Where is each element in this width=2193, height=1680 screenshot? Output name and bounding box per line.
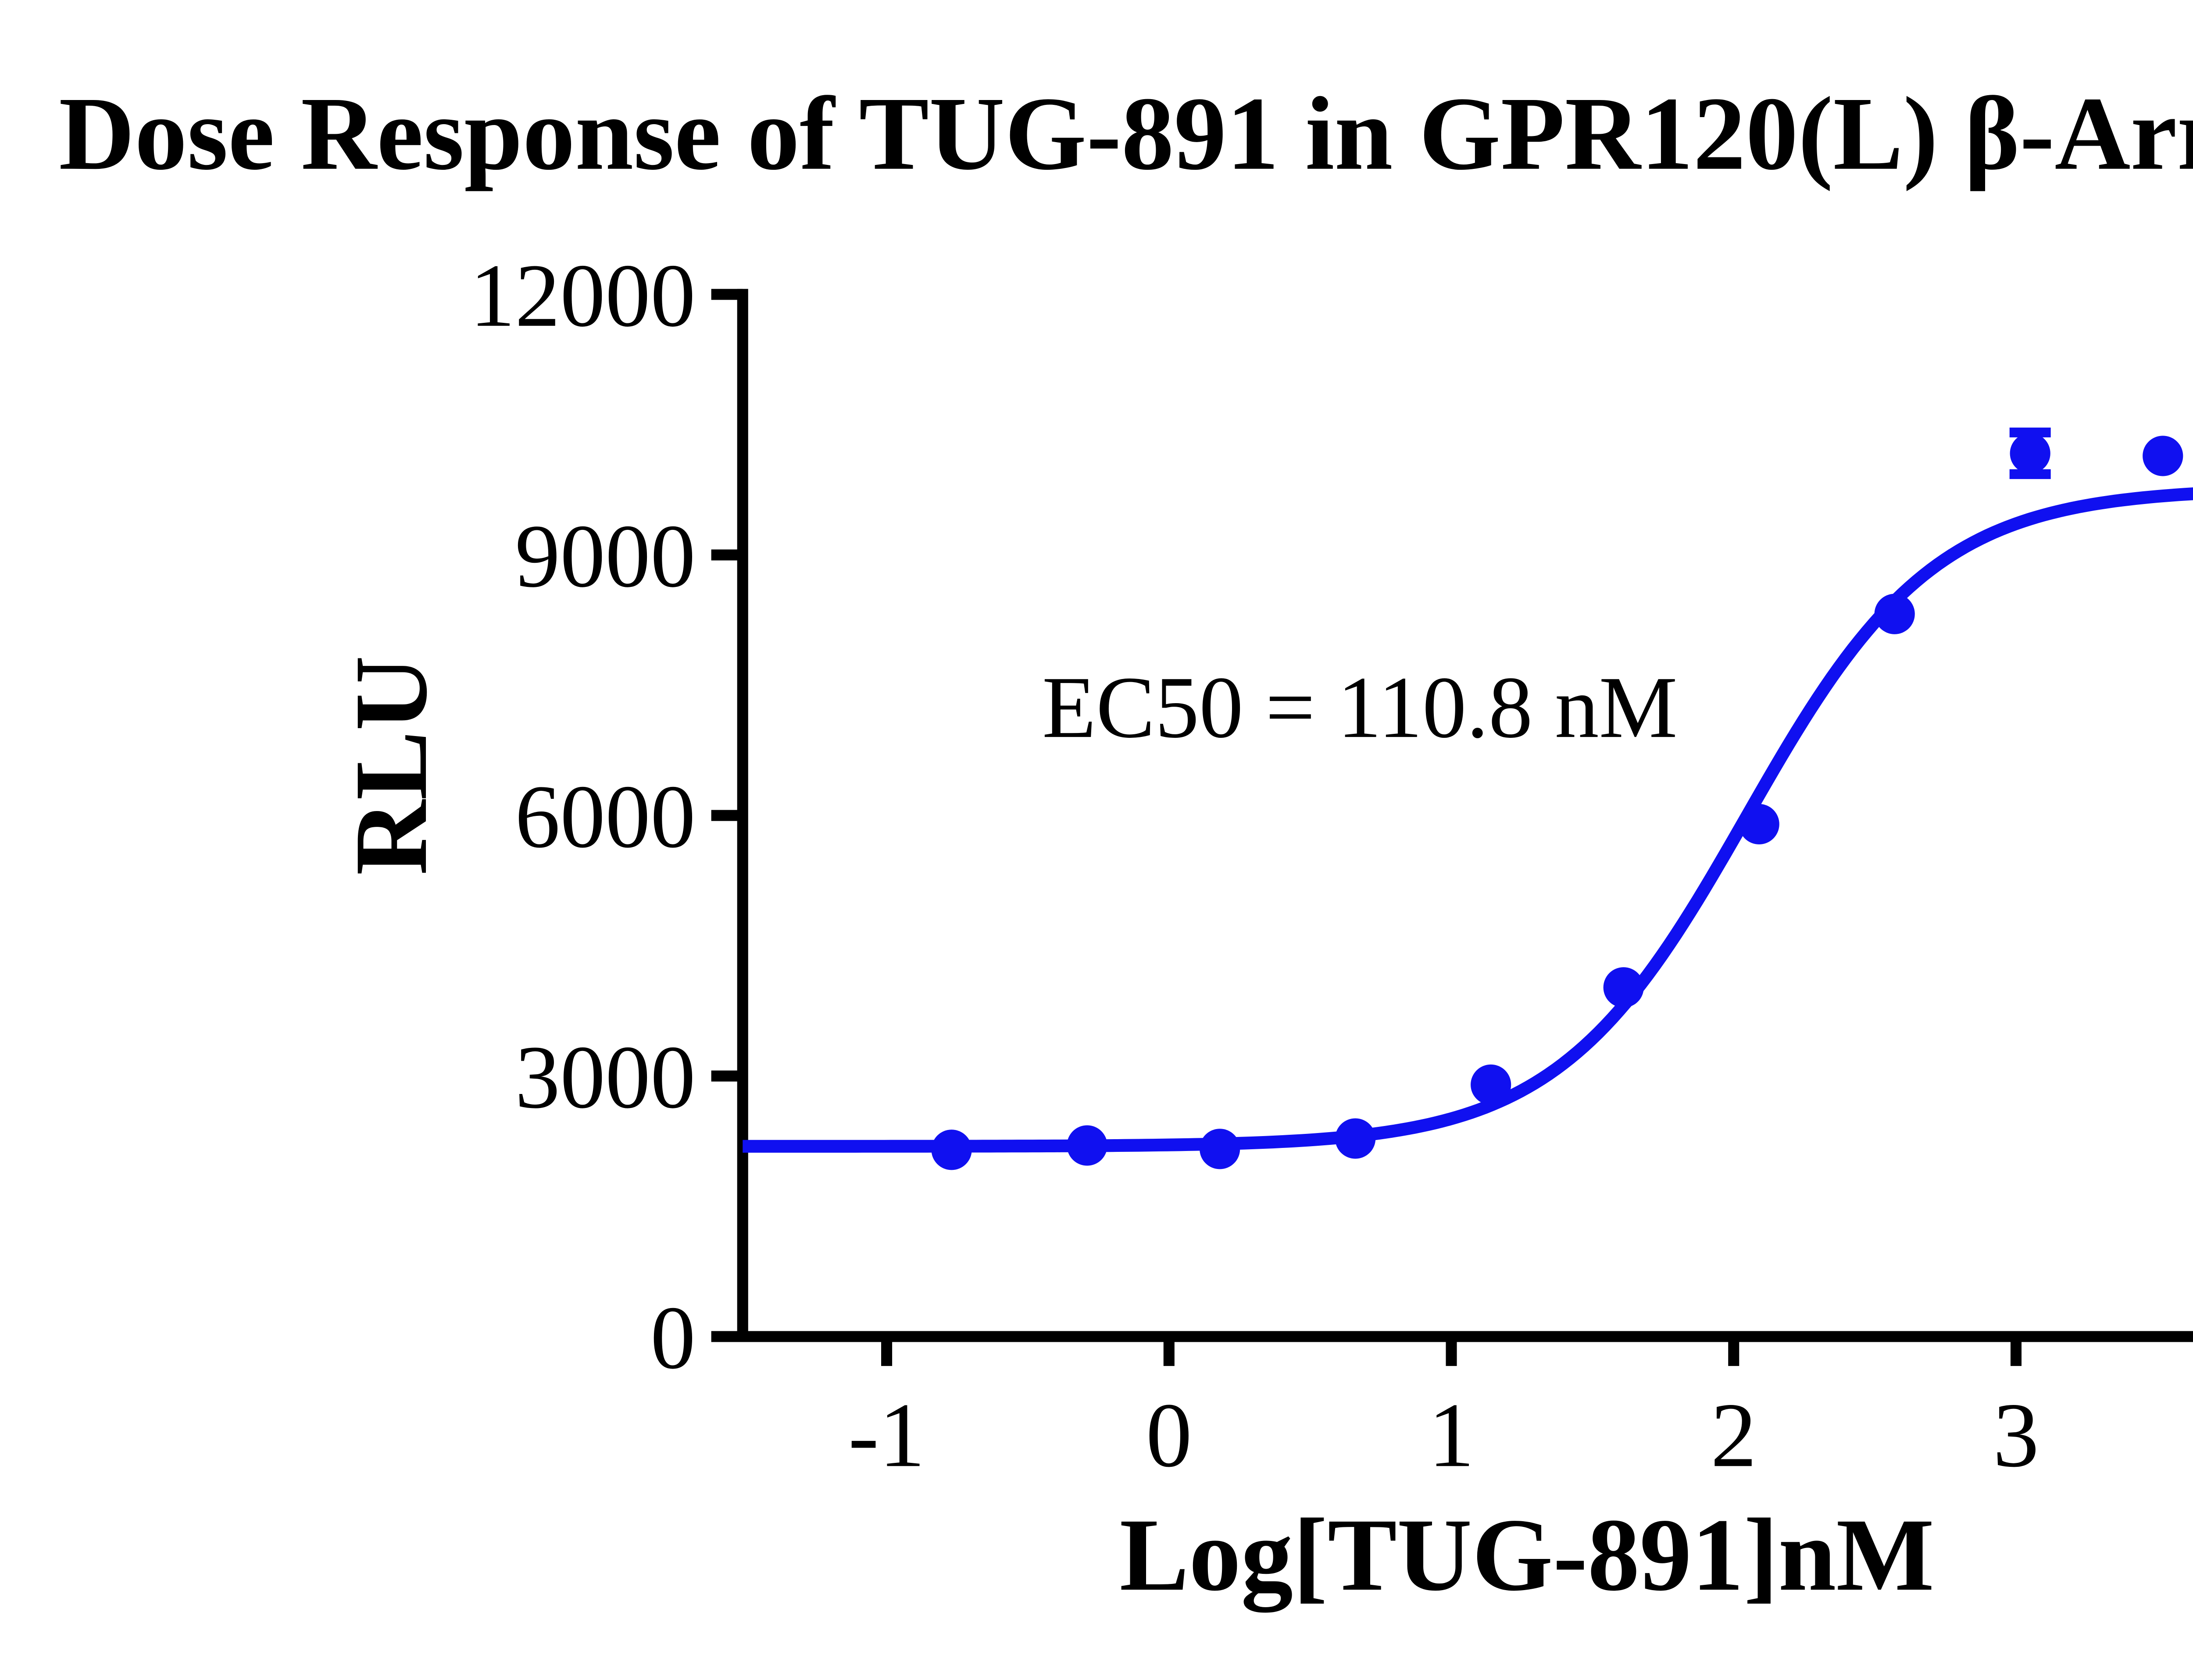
ticks-layer xyxy=(711,289,2022,1366)
x-tick-label: 3 xyxy=(1993,1384,2039,1486)
axis-spines xyxy=(737,289,2193,1342)
data-point xyxy=(2010,433,2050,474)
data-point xyxy=(1603,967,1644,1008)
y-axis-label: RLU xyxy=(334,656,449,876)
fit-curve xyxy=(743,487,2193,1153)
y-tick-label: 12000 xyxy=(470,246,696,346)
axes-layer xyxy=(737,289,2193,1342)
data-point xyxy=(1471,1064,1511,1105)
x-tick-label: 1 xyxy=(1428,1384,1474,1486)
chart-title: Dose Response of TUG-891 in GPR120(L) β-… xyxy=(59,75,2193,192)
y-tick-label: 3000 xyxy=(515,1027,696,1127)
data-point xyxy=(1200,1129,1240,1169)
series-layer xyxy=(743,427,2193,1170)
data-point xyxy=(1739,804,1779,844)
x-tick-label: -1 xyxy=(848,1384,925,1486)
y-tick-label: 0 xyxy=(650,1288,696,1388)
data-point xyxy=(1874,593,1915,634)
x-tick-label: 2 xyxy=(1711,1384,1757,1486)
data-point xyxy=(1067,1125,1107,1166)
data-point xyxy=(1335,1118,1376,1159)
data-point xyxy=(2143,436,2183,476)
y-tick-label: 6000 xyxy=(515,767,696,867)
ec50-annotation: EC50 = 110.8 nM xyxy=(1042,658,1678,756)
y-tick-label: 9000 xyxy=(515,506,696,606)
x-tick-label: 0 xyxy=(1146,1384,1192,1486)
data-point xyxy=(931,1130,972,1170)
x-axis-label: Log[TUG-891]nM xyxy=(1120,1498,1935,1612)
